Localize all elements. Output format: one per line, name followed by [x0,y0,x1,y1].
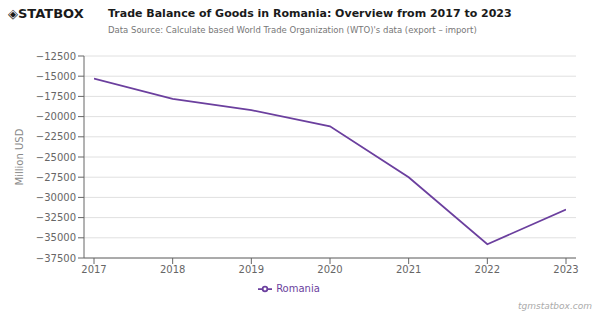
svg-text:−30000: −30000 [36,192,76,203]
svg-text:2018: 2018 [160,264,185,275]
html-text:Data Source: Calculate based W: Data Source: Calculate based World Trade… [108,25,477,35]
html-text:tgmstatbox.com: tgmstatbox.com [518,301,592,311]
svg-text:Million USD: Million USD [14,128,25,185]
svg-text:−37500: −37500 [36,253,76,264]
html-text:Trade Balance of Goods in Roma: Trade Balance of Goods in Romania: Overv… [108,7,512,20]
svg-text:−35000: −35000 [36,232,76,243]
html-text:◈STATBOX: ◈STATBOX [8,6,84,21]
svg-text:−27500: −27500 [36,172,76,183]
svg-text:2020: 2020 [317,264,342,275]
svg-text:−32500: −32500 [36,212,76,223]
svg-text:−12500: −12500 [36,51,76,62]
svg-text:−25000: −25000 [36,152,76,163]
svg-text:−15000: −15000 [36,71,76,82]
svg-text:−17500: −17500 [36,91,76,102]
svg-text:2017: 2017 [81,264,106,275]
svg-text:2022: 2022 [475,264,500,275]
svg-text:−20000: −20000 [36,111,76,122]
svg-text:2023: 2023 [553,264,578,275]
html-text:Romania: Romania [276,283,320,294]
svg-text:2021: 2021 [396,264,421,275]
svg-text:−22500: −22500 [36,131,76,142]
svg-text:2019: 2019 [239,264,264,275]
